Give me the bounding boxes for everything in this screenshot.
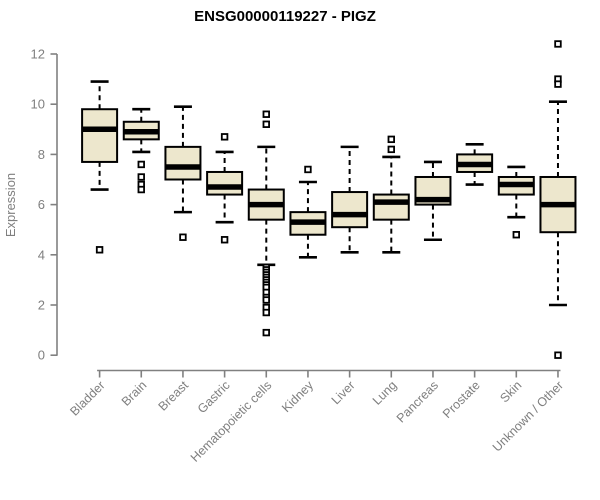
y-tick-label-2: 2 xyxy=(38,298,45,313)
y-tick-label-0: 0 xyxy=(38,348,45,363)
outlier-point-hematopoietic-cells-1 xyxy=(262,120,270,128)
outlier-point-unknown-other-0 xyxy=(554,40,562,48)
y-axis-title: Expression xyxy=(3,173,18,237)
y-tick-label-10: 10 xyxy=(31,97,45,112)
outlier-point-breast-0 xyxy=(179,233,187,241)
x-category-label-breast: Breast xyxy=(156,378,192,414)
box-breast xyxy=(164,145,202,181)
outlier-point-brain-0 xyxy=(137,160,145,169)
outlier-point-bladder-0 xyxy=(95,246,104,254)
outlier-point-unknown-other-2 xyxy=(554,80,562,88)
x-category-label-hematopoietic-cells: Hematopoietic cells xyxy=(188,378,275,465)
y-tick-label-4: 4 xyxy=(38,247,45,262)
y-tick-label-12: 12 xyxy=(31,47,45,62)
box-bladder xyxy=(81,108,119,163)
y-tick-label-8: 8 xyxy=(38,147,45,162)
outlier-point-hematopoietic-cells-13 xyxy=(262,296,270,304)
box-liver xyxy=(331,191,369,229)
box-gastric xyxy=(206,170,244,196)
outlier-point-hematopoietic-cells-16 xyxy=(262,328,270,337)
x-category-label-gastric: Gastric xyxy=(195,378,233,416)
y-tick-label-6: 6 xyxy=(38,197,45,212)
outlier-point-brain-3 xyxy=(137,185,145,194)
outlier-point-gastric-1 xyxy=(220,236,229,244)
outlier-point-gastric-0 xyxy=(220,133,229,141)
x-category-label-brain: Brain xyxy=(119,378,150,409)
outlier-point-skin-0 xyxy=(512,231,520,239)
x-category-label-bladder: Bladder xyxy=(67,378,107,418)
outlier-point-hematopoietic-cells-0 xyxy=(262,110,270,118)
x-category-label-prostate: Prostate xyxy=(440,378,483,421)
outlier-point-hematopoietic-cells-15 xyxy=(262,308,270,317)
x-category-label-liver: Liver xyxy=(329,378,358,407)
box-lung xyxy=(372,193,410,221)
x-category-label-pancreas: Pancreas xyxy=(394,378,441,425)
x-category-label-unknown-other: Unknown / Other xyxy=(490,378,566,454)
chart-title: ENSG00000119227 - PIGZ xyxy=(194,8,376,25)
x-category-label-skin: Skin xyxy=(497,378,524,405)
outlier-point-kidney-0 xyxy=(304,165,312,174)
outlier-point-brain-1 xyxy=(137,173,145,181)
x-category-label-kidney: Kidney xyxy=(279,378,316,415)
outlier-point-lung-1 xyxy=(387,145,395,154)
outlier-point-unknown-other-3 xyxy=(554,351,562,359)
x-category-label-lung: Lung xyxy=(370,378,400,408)
outlier-point-lung-0 xyxy=(387,135,395,144)
